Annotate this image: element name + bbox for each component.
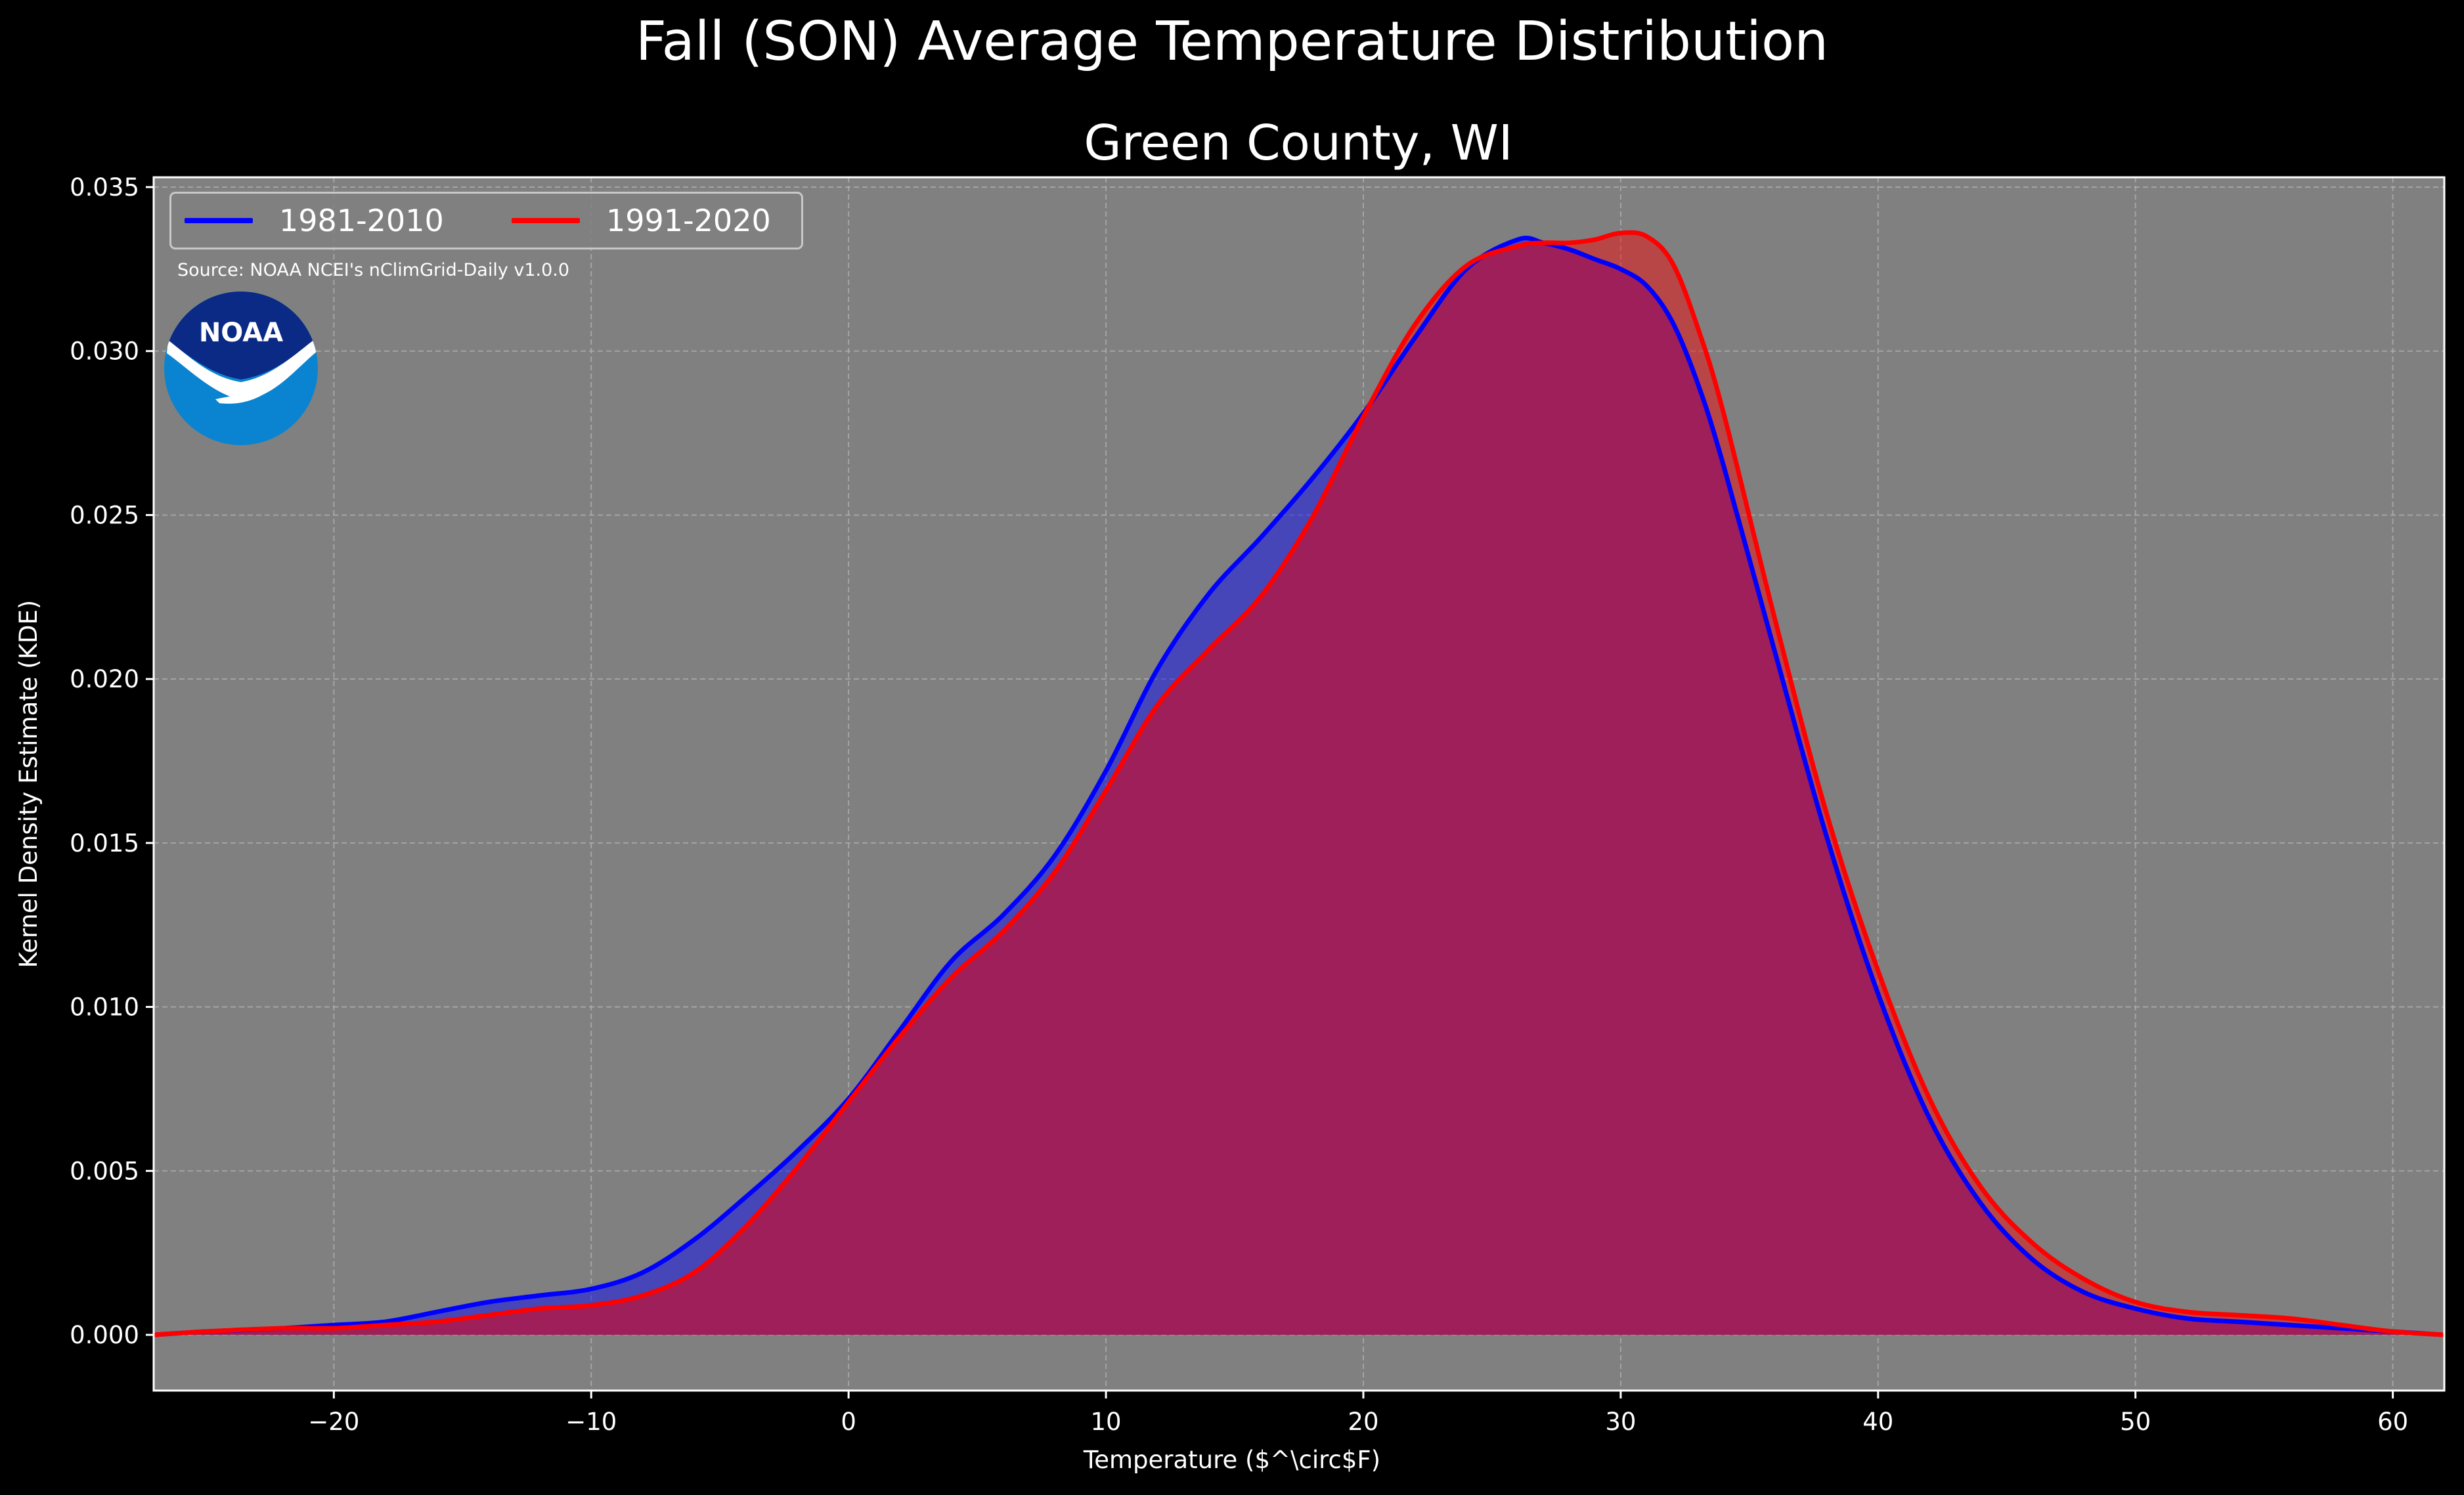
x-tick-label: 60 (2377, 1408, 2408, 1436)
y-axis: 0.000 0.005 0.010 0.015 0.020 0.025 0.030 0.035 (70, 173, 154, 1349)
area-overlap (154, 242, 2444, 1335)
y-tick-label: 0.010 (70, 993, 139, 1022)
y-tick-label: 0.000 (70, 1321, 139, 1349)
x-tick-label: 10 (1091, 1408, 1122, 1436)
y-tick-label: 0.035 (70, 173, 139, 202)
legend-label-1981-2010: 1981-2010 (279, 203, 444, 238)
figure-title: Fall (SON) Average Temperature Distribut… (635, 11, 1829, 73)
legend: 1981-2010 1991-2020 (169, 192, 803, 249)
x-axis-label: Temperature ($^\circ$F) (1083, 1446, 1380, 1474)
line-1981-2010 (153, 236, 2445, 1337)
source-note: Source: NOAA NCEI's nClimGrid-Daily v1.0… (177, 260, 570, 280)
legend-item-1991-2020: 1991-2020 (512, 194, 771, 248)
y-axis-label: Kernel Density Estimate (KDE) (14, 600, 43, 968)
noaa-logo-text: NOAA (199, 318, 283, 348)
y-tick-label: 0.005 (70, 1157, 139, 1185)
x-tick-label: −20 (308, 1408, 359, 1436)
x-axis: −20 −10 0 10 20 30 40 50 60 (308, 1391, 2408, 1436)
x-tick-label: 0 (841, 1408, 856, 1436)
series-fills (154, 232, 2444, 1335)
legend-swatch-1981-2010 (185, 218, 253, 223)
chart-subtitle: Green County, WI (1084, 115, 1513, 171)
legend-swatch-1991-2020 (512, 218, 580, 223)
x-tick-label: 20 (1348, 1408, 1378, 1436)
y-axis-label-text: Kernel Density Estimate (KDE) (14, 600, 43, 968)
x-tick-label: 40 (1862, 1408, 1893, 1436)
y-tick-label: 0.015 (70, 829, 139, 857)
x-tick-label: 50 (2120, 1408, 2151, 1436)
legend-label-1991-2020: 1991-2020 (606, 203, 771, 238)
noaa-logo: NOAA (164, 292, 318, 445)
y-tick-label: 0.025 (70, 501, 139, 529)
x-tick-label: 30 (1605, 1408, 1636, 1436)
legend-item-1981-2010: 1981-2010 (185, 194, 444, 248)
line-1991-2020 (153, 230, 2445, 1337)
plot-frame (152, 176, 2446, 1392)
x-axis-label-text: Temperature ($^\circ$F) (1083, 1446, 1380, 1474)
x-tick-label: −10 (565, 1408, 617, 1436)
series-lines (153, 230, 2445, 1337)
y-tick-label: 0.030 (70, 337, 139, 366)
y-tick-label: 0.020 (70, 665, 139, 693)
